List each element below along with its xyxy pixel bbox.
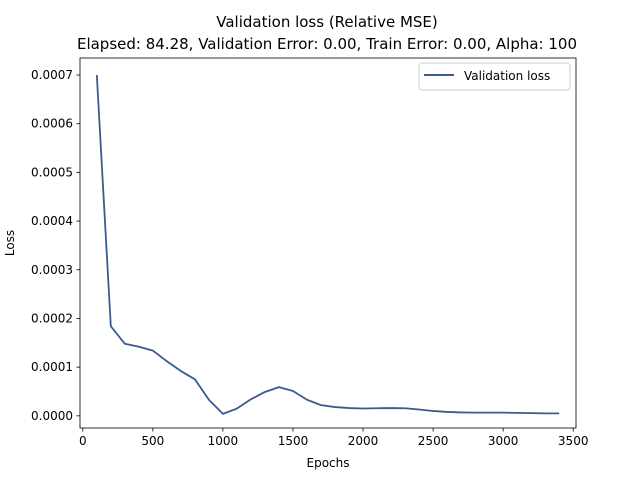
y-tick-label: 0.0002	[31, 311, 73, 325]
chart-subtitle: Elapsed: 84.28, Validation Error: 0.00, …	[77, 35, 577, 53]
y-axis-label: Loss	[3, 230, 17, 256]
y-tick-label: 0.0001	[31, 360, 73, 374]
y-tick-label: 0.0000	[31, 409, 73, 423]
legend: Validation loss	[418, 62, 571, 91]
y-axis: 0.0000 0.0001 0.0002 0.0003 0.0004 0.0005 0.00…	[31, 68, 80, 423]
y-tick-label: 0.0006	[31, 117, 73, 131]
x-tick-label: 0	[79, 434, 87, 448]
x-axis: 0 500 1000 1500 2000 2500 3000 3500	[79, 428, 588, 448]
x-tick-label: 3000	[488, 434, 519, 448]
plot-frame	[79, 57, 577, 429]
x-tick-label: 2500	[418, 434, 449, 448]
x-tick-label: 1500	[278, 434, 309, 448]
x-tick-label: 1000	[208, 434, 239, 448]
x-tick-label: 3500	[558, 434, 589, 448]
plot-area	[95, 74, 560, 415]
y-tick-label: 0.0004	[31, 214, 73, 228]
x-axis-label: Epochs	[307, 456, 350, 470]
y-tick-label: 0.0005	[31, 165, 73, 179]
y-tick-label: 0.0007	[31, 68, 73, 82]
y-tick-label: 0.0003	[31, 263, 73, 277]
legend-label-validation-loss: Validation loss	[464, 69, 550, 83]
x-tick-label: 2000	[348, 434, 379, 448]
chart-title: Validation loss (Relative MSE)	[216, 13, 437, 31]
x-tick-label: 500	[141, 434, 164, 448]
series-line-validation-loss	[95, 74, 560, 415]
legend-box	[418, 62, 571, 91]
